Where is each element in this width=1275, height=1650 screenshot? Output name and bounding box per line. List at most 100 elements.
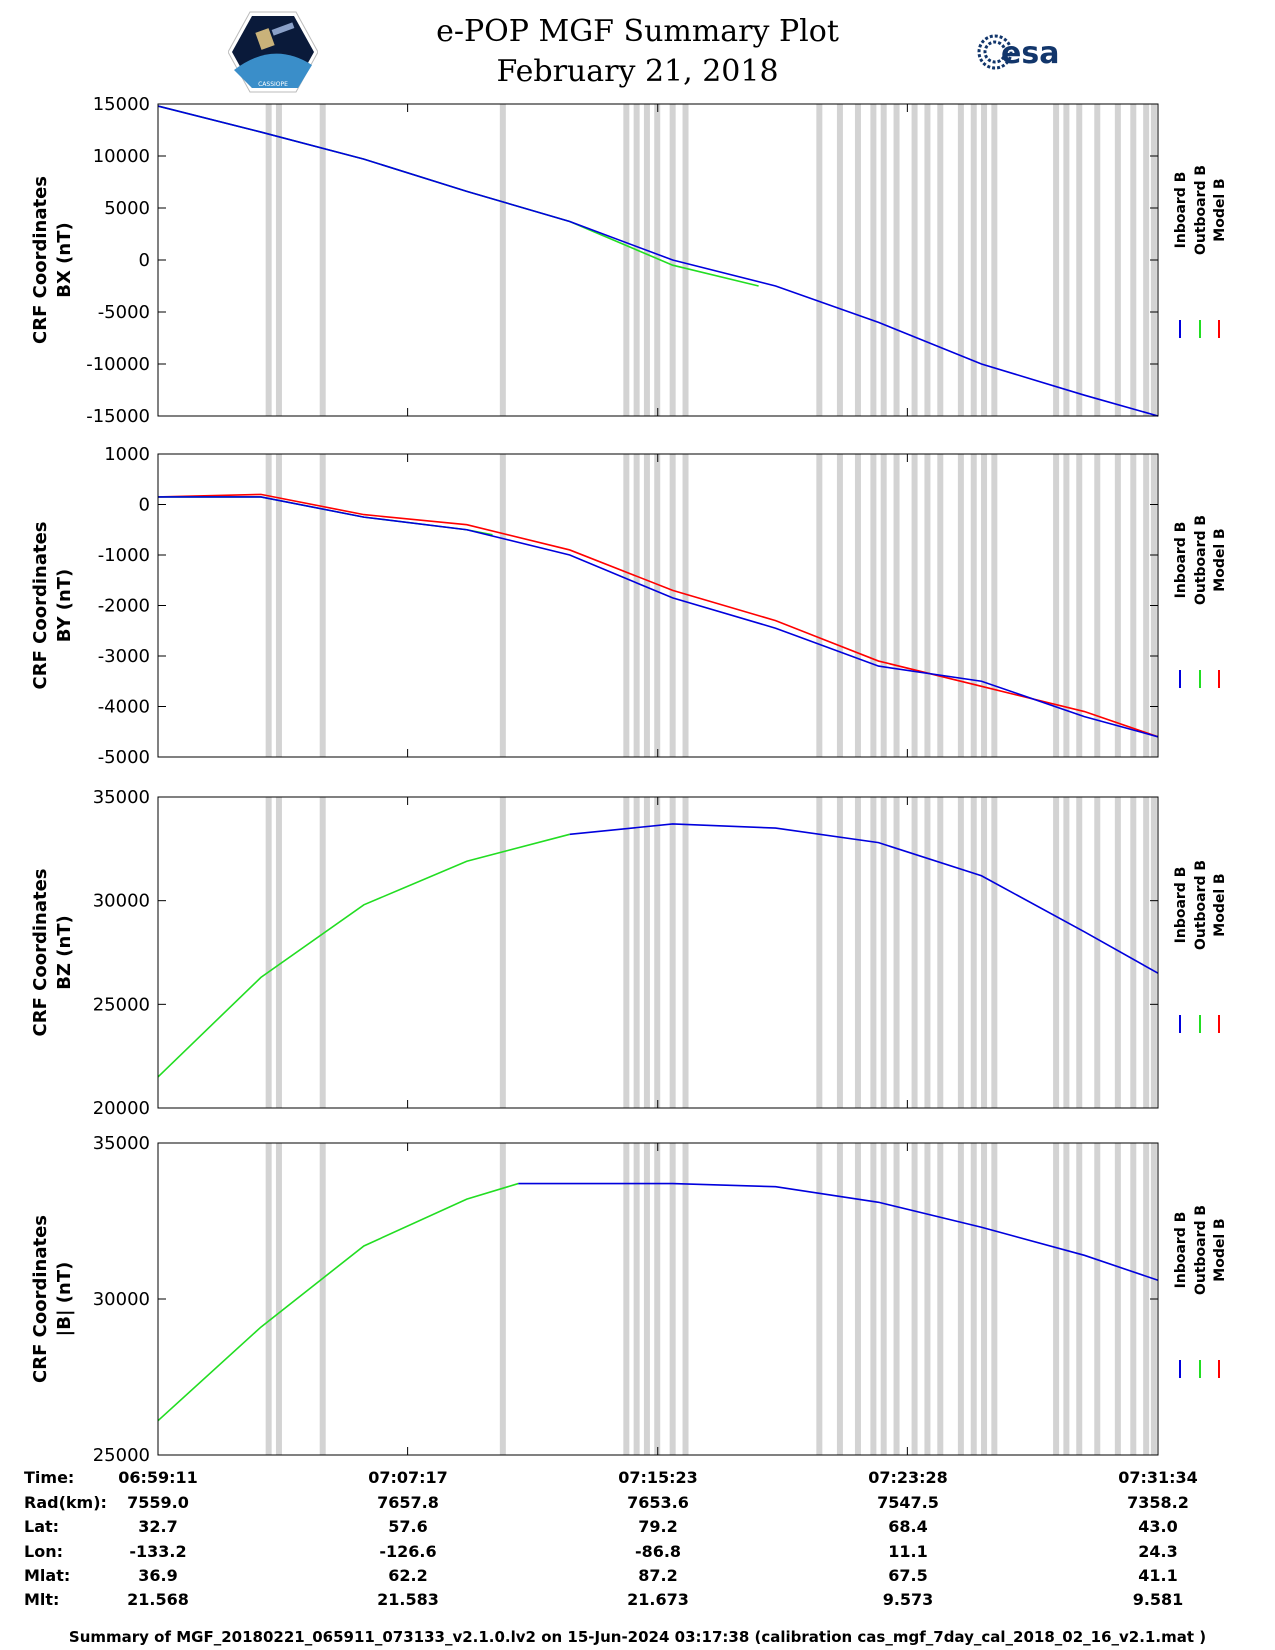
data-gap-band [870, 104, 877, 416]
data-gap-band [319, 797, 326, 1108]
data-gap-band [1063, 104, 1070, 416]
series-outboard-b [157, 833, 570, 1078]
data-gap-band [643, 797, 650, 1108]
data-gap-band [1143, 797, 1150, 1108]
epop-logo-text: CASSIOPE [258, 81, 288, 88]
data-gap-band [275, 797, 282, 1108]
data-gap-band [957, 797, 964, 1108]
y-tick-label: 10000 [93, 146, 150, 167]
data-gap-band [991, 797, 998, 1108]
y-axis-label: CRF Coordinates [30, 1215, 51, 1383]
data-gap-band [682, 104, 689, 416]
y-tick-label: 15000 [93, 94, 150, 115]
footer-summary: Summary of MGF_20180221_065911_073133_v2… [68, 1628, 1207, 1646]
legend-label: Inboard B [1173, 522, 1189, 599]
data-gap-band [499, 454, 506, 757]
data-gap-band [265, 104, 272, 416]
data-gap-band [991, 454, 998, 757]
data-gap-band [1143, 104, 1150, 416]
data-gap-band [854, 454, 861, 757]
y-tick-label: 25000 [93, 994, 150, 1015]
data-gap-band [623, 454, 630, 757]
y-tick-label: 20000 [93, 1098, 150, 1119]
data-gap-band [1053, 104, 1060, 416]
y-axis-unit-label: BY (nT) [54, 569, 75, 643]
series-outboard-b [157, 1182, 519, 1422]
data-gap-band [633, 454, 640, 757]
y-tick-label: -10000 [86, 354, 150, 375]
data-gap-band [654, 454, 661, 757]
data-gap-band [937, 454, 944, 757]
data-gap-band [854, 1143, 861, 1455]
y-axis-unit-label: BZ (nT) [54, 915, 75, 990]
legend-label: Model B [1212, 528, 1228, 591]
data-gap-band [654, 104, 661, 416]
data-gap-band [319, 104, 326, 416]
data-gap-band [1076, 1143, 1083, 1455]
data-gap-band [1063, 454, 1070, 757]
data-gap-band [319, 1143, 326, 1455]
legend-label: Inboard B [1173, 1212, 1189, 1289]
legend-label: Outboard B [1193, 1205, 1209, 1295]
data-gap-band [1150, 797, 1157, 1108]
data-gap-band [499, 104, 506, 416]
data-gap-band [265, 454, 272, 757]
data-gap-band [911, 797, 918, 1108]
series-model-b [157, 493, 1159, 738]
data-gap-band [1094, 797, 1101, 1108]
data-gap-band [991, 104, 998, 416]
data-gap-band [682, 1143, 689, 1455]
legend-label: Outboard B [1193, 515, 1209, 605]
series-inboard-b [569, 823, 1159, 974]
data-gap-band [816, 104, 823, 416]
data-gap-band [275, 104, 282, 416]
data-gap-band [870, 1143, 877, 1455]
y-tick-label: 35000 [93, 787, 150, 808]
data-gap-band [816, 797, 823, 1108]
y-axis-label: CRF Coordinates [30, 176, 51, 344]
data-gap-band [1114, 797, 1121, 1108]
data-gap-band [870, 797, 877, 1108]
y-tick-label: -1000 [98, 545, 150, 566]
data-gap-band [1114, 454, 1121, 757]
data-gap-band [643, 104, 650, 416]
data-gap-band [836, 104, 843, 416]
data-gap-band [880, 797, 887, 1108]
y-axis-unit-label: |B| (nT) [54, 1262, 75, 1337]
data-gap-band [991, 1143, 998, 1455]
data-gap-band [623, 797, 630, 1108]
y-axis-label: CRF Coordinates [30, 869, 51, 1037]
y-axis-label: CRF Coordinates [30, 522, 51, 690]
data-gap-band [893, 454, 900, 757]
data-gap-band [669, 454, 676, 757]
data-gap-band [854, 797, 861, 1108]
data-gap-band [275, 1143, 282, 1455]
data-gap-band [265, 1143, 272, 1455]
plot-date: February 21, 2018 [496, 54, 779, 89]
data-gap-band [1053, 1143, 1060, 1455]
data-gap-band [1063, 797, 1070, 1108]
y-tick-label: 0 [139, 250, 150, 271]
data-gap-band [880, 454, 887, 757]
data-gap-band [970, 454, 977, 757]
data-gap-band [1143, 1143, 1150, 1455]
data-gap-band [937, 1143, 944, 1455]
data-gap-band [319, 454, 326, 757]
data-gap-band [1094, 1143, 1101, 1455]
data-gap-band [957, 104, 964, 416]
data-gap-band [981, 1143, 988, 1455]
data-gap-band [981, 797, 988, 1108]
data-gap-band [1076, 797, 1083, 1108]
legend-label: Model B [1212, 178, 1228, 241]
y-tick-label: -3000 [98, 646, 150, 667]
data-gap-band [275, 454, 282, 757]
chart-bx: 15000 10000 5000 0 -5000 -10000 -15000 CRF Coor… [30, 94, 1228, 427]
y-axis-unit-label: BX (nT) [54, 222, 75, 297]
data-gap-band [981, 104, 988, 416]
y-tick-label: -5000 [98, 302, 150, 323]
legend-label: Model B [1212, 873, 1228, 936]
chart-bmag: 35000 30000 25000 CRF Coordinates |B| (nT) In… [30, 1133, 1228, 1466]
data-gap-band [893, 797, 900, 1108]
data-gap-band [682, 454, 689, 757]
data-gap-band [880, 1143, 887, 1455]
